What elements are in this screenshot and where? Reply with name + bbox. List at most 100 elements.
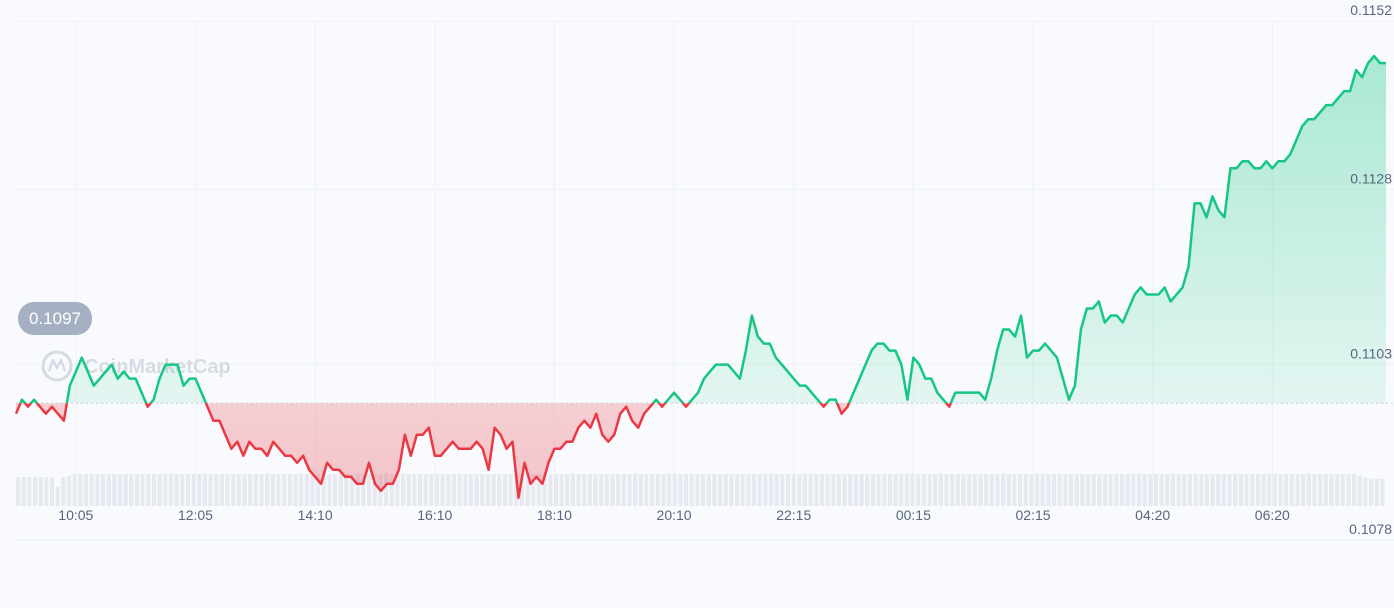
volume-bar: [1352, 474, 1357, 506]
volume-bar: [1068, 474, 1074, 506]
y-tick-label-2: 0.1103: [1350, 346, 1392, 362]
volume-bar: [219, 474, 224, 506]
volume-bar: [1029, 474, 1034, 506]
volume-bar: [519, 474, 525, 506]
volume-bar: [570, 474, 575, 506]
volume-bar: [497, 474, 502, 506]
volume-bar: [587, 474, 592, 506]
x-tick-label-8: 02:15: [1016, 507, 1051, 523]
volume-bar: [712, 474, 717, 506]
volume-bar: [819, 474, 825, 506]
volume-bar: [593, 474, 598, 506]
volume-bar: [1216, 474, 1221, 506]
volume-bar: [848, 474, 853, 506]
volume-bar: [38, 477, 43, 506]
volume-bar: [1374, 478, 1379, 506]
volume-bar: [661, 474, 666, 506]
volume-bar: [967, 474, 972, 506]
volume-bar: [633, 474, 638, 506]
volume-bar: [785, 474, 791, 506]
volume-bar: [525, 474, 530, 506]
volume-bar: [916, 474, 921, 506]
volume-bar: [72, 474, 77, 506]
volume-bar: [836, 474, 842, 506]
volume-bar: [480, 474, 485, 506]
volume-bar: [882, 474, 887, 506]
volume-bar: [412, 474, 417, 506]
volume-bar: [763, 474, 768, 506]
volume-bar: [746, 474, 751, 506]
volume-bar: [655, 474, 660, 506]
volume-bar: [853, 474, 859, 506]
volume-bar: [684, 474, 689, 506]
volume-bar: [774, 474, 779, 506]
volume-bar: [333, 474, 338, 506]
volume-bar: [514, 474, 519, 506]
volume-bar: [27, 477, 32, 506]
volume-bar: [44, 477, 49, 506]
volume-bar: [531, 474, 536, 506]
y-tick-label-3: 0.1078: [1349, 521, 1392, 537]
volume-bar: [576, 474, 581, 506]
price-line-up: [19, 54, 1386, 404]
volume-bar: [1284, 474, 1289, 506]
volume-bar: [553, 474, 558, 506]
volume-bar: [933, 474, 938, 506]
volume-bar: [214, 474, 219, 506]
volume-bar: [729, 474, 734, 506]
volume-bar: [667, 474, 672, 506]
volume-bar: [383, 474, 389, 506]
volume-bar: [468, 474, 474, 506]
volume-bar: [236, 474, 241, 506]
volume-bar: [1301, 474, 1306, 506]
area-fill-up: [20, 56, 1386, 404]
volume-bar: [140, 474, 145, 506]
volume-bar: [344, 474, 349, 506]
volume-bar: [1063, 474, 1068, 506]
volume-bar: [1295, 474, 1300, 506]
volume-bar: [1363, 477, 1368, 506]
volume-bar: [797, 474, 802, 506]
volume-bar: [780, 474, 785, 506]
volume-bar: [995, 474, 1000, 506]
volume-bar: [865, 474, 870, 506]
volume-bar: [406, 474, 411, 506]
current-price-badge[interactable]: 0.1097: [18, 302, 92, 335]
volume-bar: [1227, 474, 1232, 506]
volume-bar: [361, 474, 366, 506]
x-tick-label-4: 18:10: [537, 507, 572, 523]
volume-bar: [904, 474, 909, 506]
volume-bar: [565, 474, 570, 506]
volume-bar: [1074, 474, 1079, 506]
volume-bar: [1233, 474, 1238, 506]
volume-bar: [508, 474, 513, 506]
volume-bar: [1012, 474, 1017, 506]
volume-bar: [100, 474, 106, 506]
volume-bar: [814, 474, 819, 506]
volume-bar: [417, 474, 423, 506]
volume-bar: [1023, 474, 1028, 506]
volume-bar: [1255, 474, 1260, 506]
area-fill-down: [16, 403, 1386, 498]
volume-bar: [1323, 474, 1328, 506]
volume-bar: [961, 474, 966, 506]
volume-bar: [757, 474, 762, 506]
volume-bar: [1289, 474, 1294, 506]
volume-bar: [32, 477, 38, 506]
volume-bar: [678, 474, 683, 506]
grid: [16, 20, 1394, 541]
volume-bar: [355, 474, 360, 506]
volume-bar: [157, 474, 162, 506]
volume-bar: [134, 474, 140, 506]
volume-bar: [474, 474, 479, 506]
volume-bar: [270, 474, 275, 506]
volume-bar: [1176, 474, 1181, 506]
volume-bar: [859, 474, 864, 506]
volume-bar: [106, 474, 111, 506]
volume-bar: [1312, 474, 1317, 506]
volume-bar: [1165, 474, 1170, 506]
volume-bar: [955, 474, 960, 506]
volume-bar: [938, 474, 943, 506]
